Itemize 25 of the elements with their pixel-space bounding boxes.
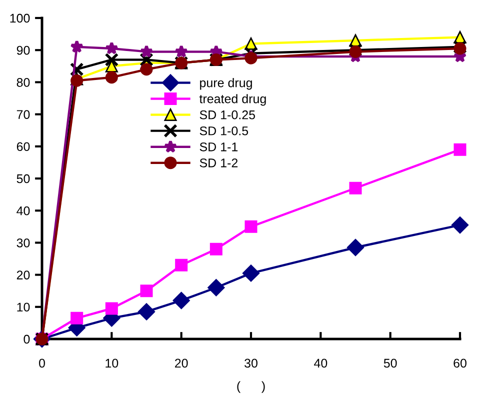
x-tick-label: 60	[454, 358, 466, 368]
y-tick-label: 100	[10, 14, 30, 23]
x-tick-label: 40	[314, 358, 328, 368]
y-tick-label: 10	[17, 302, 30, 312]
legend-label: SD 1-1	[200, 142, 238, 152]
x-tick-label: 50	[384, 358, 397, 368]
x-tick-label: 30	[244, 358, 258, 368]
x-axis-title: ( )	[237, 381, 265, 393]
y-tick-label: 60	[16, 142, 30, 152]
legend-label: SD 1-0.5	[200, 126, 248, 136]
legend-label: SD 1-2	[200, 158, 238, 168]
y-tick-label: 20	[16, 270, 30, 280]
y-tick-label: 0	[24, 334, 30, 344]
y-tick-label: 30	[16, 238, 30, 248]
y-tick-label: 40	[16, 206, 30, 216]
legend-label: pure drug	[200, 78, 252, 90]
legend-label: treated drug	[199, 94, 266, 106]
x-tick-label: 0	[39, 358, 45, 368]
x-tick-label: 10	[106, 358, 118, 368]
y-tick-label: 90	[16, 46, 30, 55]
y-tick-label: 70	[16, 110, 30, 119]
y-tick-label: 80	[16, 78, 30, 87]
y-tick-label: 50	[16, 174, 30, 184]
legend-label: SD 1-0.25	[200, 110, 256, 120]
x-tick-label: 20	[175, 358, 188, 368]
